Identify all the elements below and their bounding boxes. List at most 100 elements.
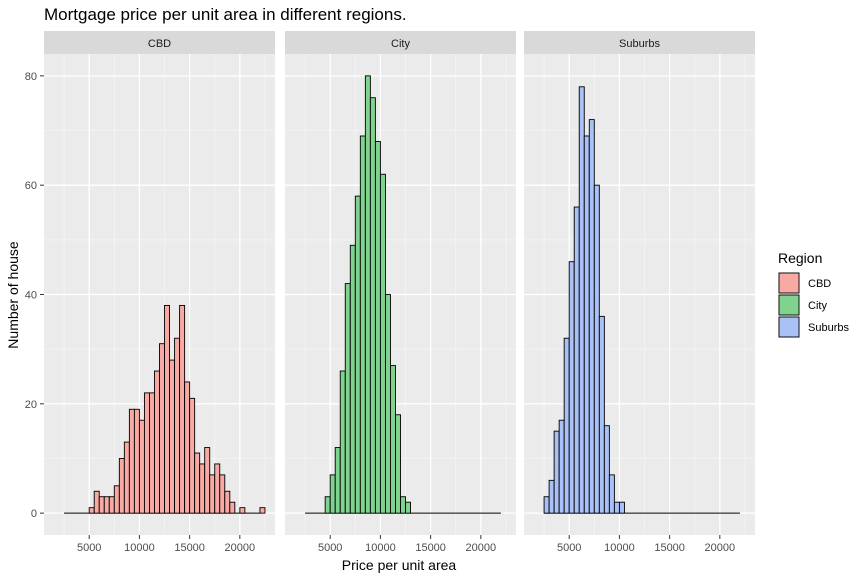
x-tick-label: 15000 xyxy=(415,542,446,554)
histogram-bar xyxy=(400,496,406,514)
histogram-bar xyxy=(143,392,150,514)
x-tick-label: 10000 xyxy=(124,542,155,554)
histogram-bar xyxy=(93,490,100,514)
legend-key-swatch xyxy=(778,272,800,294)
histogram-bar xyxy=(334,447,341,514)
histogram-bar xyxy=(603,425,610,514)
histogram-bar xyxy=(194,452,201,514)
histogram-bar xyxy=(598,315,605,514)
histogram-bar xyxy=(164,304,170,514)
histogram-bar xyxy=(329,474,336,514)
x-tick-label: 20000 xyxy=(705,542,736,554)
histogram-bar xyxy=(558,419,565,514)
histogram-bar xyxy=(613,501,620,514)
histogram-bar xyxy=(543,496,550,514)
histogram-bar xyxy=(349,244,356,514)
y-tick-label: 0 xyxy=(31,508,37,520)
histogram-bar xyxy=(154,370,160,514)
y-tick-label: 40 xyxy=(25,290,37,302)
histogram-bar xyxy=(578,86,585,514)
y-axis-title: Number of house xyxy=(5,241,21,349)
histogram-bar xyxy=(608,474,615,514)
x-tick-label: 20000 xyxy=(466,542,497,554)
histogram-bar xyxy=(88,507,95,514)
histogram-bar xyxy=(229,501,236,514)
histogram-bar xyxy=(224,490,231,514)
histogram-bar xyxy=(583,135,590,514)
histogram-bar xyxy=(344,283,351,514)
histogram-bar xyxy=(169,359,176,514)
legend-label: CBD xyxy=(808,278,831,290)
legend-key-swatch xyxy=(778,316,800,338)
histogram-bar xyxy=(364,75,371,514)
facet-strip xyxy=(285,31,516,54)
histogram-bar xyxy=(259,507,266,514)
histogram-bar xyxy=(593,184,600,514)
histogram-bar xyxy=(548,479,555,514)
histogram-bar xyxy=(149,392,155,514)
histogram-bar xyxy=(103,496,110,514)
facet-strip-label: City xyxy=(391,38,410,50)
x-tick-label: 15000 xyxy=(654,542,685,554)
histogram-bar xyxy=(199,463,206,514)
histogram-bar xyxy=(384,294,391,514)
histogram-bar xyxy=(618,501,625,514)
x-tick-label: 20000 xyxy=(225,542,256,554)
legend-key-swatch xyxy=(778,294,800,316)
histogram-bar xyxy=(123,441,130,514)
legend-label: City xyxy=(808,300,827,312)
x-tick-label: 5000 xyxy=(557,542,581,554)
histogram-bar xyxy=(209,474,216,514)
facet-strip xyxy=(44,31,275,54)
histogram-bar xyxy=(568,261,575,514)
y-tick-label: 60 xyxy=(25,180,37,192)
facet-strip xyxy=(524,31,755,54)
facet-strip-label: CBD xyxy=(148,38,171,50)
histogram-bar xyxy=(339,370,346,514)
x-tick-label: 10000 xyxy=(365,542,396,554)
histogram-bar xyxy=(390,365,396,514)
histogram-bar xyxy=(588,119,595,514)
panel-city: City 5000 10000 15000 20000 xyxy=(285,31,516,554)
facet-strip-label: Suburbs xyxy=(619,38,660,50)
histogram-bar xyxy=(553,430,560,514)
histogram-bar xyxy=(184,381,191,514)
x-tick-label: 5000 xyxy=(77,542,101,554)
x-axis-title: Price per unit area xyxy=(342,557,457,573)
x-tick-label: 10000 xyxy=(604,542,635,554)
x-tick-label: 5000 xyxy=(318,542,342,554)
histogram-bar xyxy=(369,97,376,514)
histogram-bar xyxy=(133,408,140,514)
histogram-bar xyxy=(179,304,186,514)
histogram-bar xyxy=(354,195,361,514)
panel-suburbs: Suburbs 5000 10000 15000 20000 xyxy=(524,31,755,554)
histogram-bar xyxy=(395,414,401,514)
histogram-bar xyxy=(405,501,411,514)
panel-cbd: CBD 5000 10000 15000 20000 0 20 40 60 80 xyxy=(25,31,275,554)
x-tick-label: 15000 xyxy=(174,542,205,554)
histogram-bar xyxy=(563,337,570,514)
histogram-bar xyxy=(189,397,196,514)
histogram-bar xyxy=(219,474,226,514)
histogram-bar xyxy=(128,408,135,514)
histogram-bar xyxy=(138,419,145,514)
facet-panels: CBD 5000 10000 15000 20000 0 20 40 60 80 City 5000 1… xyxy=(25,31,755,554)
histogram-bar xyxy=(98,496,105,514)
histogram-bar xyxy=(108,496,115,514)
histogram-bar xyxy=(113,485,120,514)
histogram-bar xyxy=(379,173,386,514)
legend-title: Region xyxy=(778,250,822,266)
histogram-bar xyxy=(118,458,125,514)
histogram-bar xyxy=(159,343,165,514)
histogram-bar xyxy=(204,447,211,514)
legend-label: Suburbs xyxy=(808,322,849,334)
histogram-bar xyxy=(324,496,331,514)
histogram-bar xyxy=(174,337,181,514)
y-tick-label: 20 xyxy=(25,399,37,411)
histogram-bar xyxy=(359,135,366,514)
histogram-bar xyxy=(214,463,221,514)
histogram-bar xyxy=(573,206,580,514)
legend: Region CBD City Suburbs xyxy=(778,250,849,338)
histogram-bar xyxy=(374,141,381,514)
